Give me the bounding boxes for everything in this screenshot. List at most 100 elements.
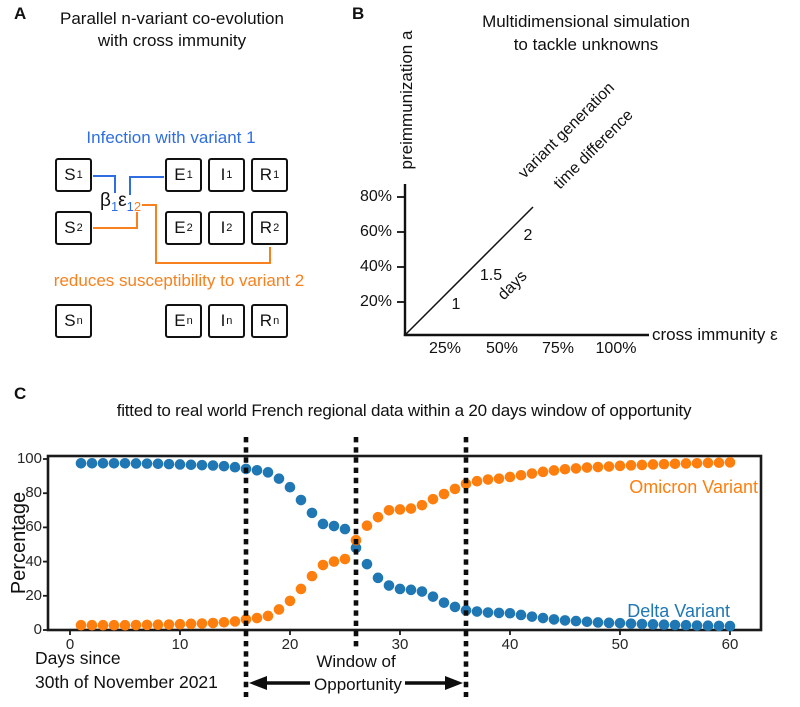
dot-delta-variant bbox=[614, 617, 626, 629]
dot-omicron-variant bbox=[680, 458, 692, 469]
dot-omicron-variant bbox=[559, 463, 571, 475]
dot-omicron-variant bbox=[97, 619, 109, 631]
panel-b-title-line1: Multidimensional simulation bbox=[482, 12, 690, 31]
panel-b-y-tick-80%: 80% bbox=[359, 188, 392, 205]
dot-delta-variant bbox=[548, 614, 560, 625]
dot-omicron-variant bbox=[86, 619, 98, 631]
dot-omicron-variant bbox=[427, 493, 439, 505]
dot-delta-variant bbox=[130, 458, 142, 469]
dot-delta-variant bbox=[724, 620, 736, 632]
dot-delta-variant bbox=[537, 612, 549, 624]
dot-omicron-variant bbox=[614, 460, 626, 472]
dot-omicron-variant bbox=[438, 488, 450, 500]
dot-delta-variant bbox=[372, 572, 384, 584]
dot-omicron-variant bbox=[581, 462, 593, 473]
dot-delta-variant bbox=[86, 457, 98, 469]
dot-delta-variant bbox=[119, 457, 131, 469]
dot-omicron-variant bbox=[647, 459, 659, 470]
x-tick-label-0: 0 bbox=[65, 636, 75, 653]
dot-omicron-variant bbox=[218, 617, 230, 628]
y-tick-label-100: 100 bbox=[16, 450, 42, 467]
dot-delta-variant bbox=[339, 523, 351, 535]
dot-omicron-variant bbox=[625, 460, 637, 471]
y-tick-label-60: 60 bbox=[25, 518, 42, 536]
dot-omicron-variant bbox=[108, 619, 120, 631]
connector-s2-to-rate bbox=[93, 212, 138, 229]
dot-omicron-variant bbox=[515, 469, 527, 481]
dot-omicron-variant bbox=[152, 619, 164, 630]
x-tick-label-50: 50 bbox=[611, 636, 629, 653]
x-axis-caption-line1: Days since bbox=[35, 648, 121, 668]
dot-omicron-variant bbox=[306, 570, 318, 582]
panel-b-label: B bbox=[352, 4, 365, 23]
dot-omicron-variant bbox=[526, 468, 538, 479]
plot-frame bbox=[46, 454, 763, 632]
dot-delta-variant bbox=[97, 457, 109, 469]
dot-delta-variant bbox=[306, 507, 318, 519]
dot-delta-variant bbox=[361, 558, 373, 570]
dot-delta-variant bbox=[625, 618, 637, 629]
panel-b-x-tick-50%: 50% bbox=[485, 340, 519, 357]
dot-delta-variant bbox=[75, 457, 87, 469]
panel-b-y-tick-20%: 20% bbox=[359, 293, 392, 310]
dot-omicron-variant bbox=[174, 618, 186, 630]
dot-omicron-variant bbox=[262, 610, 274, 622]
dot-delta-variant bbox=[482, 607, 494, 618]
dot-delta-variant bbox=[141, 458, 153, 469]
legend-delta-variant: Delta Variant bbox=[627, 601, 730, 621]
dot-omicron-variant bbox=[185, 618, 197, 630]
window-arrow-right-head bbox=[445, 676, 463, 690]
reduces-susceptibility-caption: reduces susceptibility to variant 2 bbox=[53, 271, 305, 290]
dot-omicron-variant bbox=[207, 617, 219, 629]
dot-omicron-variant bbox=[163, 619, 175, 630]
dot-delta-variant bbox=[570, 615, 582, 627]
x-tick-label-20: 20 bbox=[281, 636, 299, 653]
dot-delta-variant bbox=[383, 580, 395, 591]
rate-label-segment: β bbox=[100, 190, 111, 211]
dot-omicron-variant bbox=[702, 457, 714, 469]
dot-delta-variant bbox=[185, 459, 197, 471]
dot-omicron-variant bbox=[658, 458, 670, 470]
dot-delta-variant bbox=[416, 586, 428, 597]
dot-delta-variant bbox=[713, 620, 725, 632]
dot-delta-variant bbox=[163, 458, 175, 470]
dot-delta-variant bbox=[251, 464, 263, 476]
panel-c-y-axis-label: Percentage bbox=[8, 491, 30, 595]
dot-omicron-variant bbox=[724, 457, 736, 468]
rate-label-segment: 1 bbox=[110, 198, 119, 214]
dot-delta-variant bbox=[581, 616, 593, 628]
dot-omicron-variant bbox=[504, 471, 516, 483]
dot-delta-variant bbox=[449, 601, 461, 613]
dot-delta-variant bbox=[317, 518, 329, 530]
dot-delta-variant bbox=[691, 620, 703, 631]
diag-value-1.5: 1.5 bbox=[479, 267, 503, 284]
infection-variant1-caption: Infection with variant 1 bbox=[86, 128, 256, 147]
connector-s1-to-rate bbox=[93, 175, 116, 193]
dot-omicron-variant bbox=[713, 457, 725, 469]
rate-label-segment: 2 bbox=[133, 198, 142, 214]
dot-omicron-variant bbox=[383, 505, 395, 516]
panel-a-label: A bbox=[14, 4, 27, 23]
dot-delta-variant bbox=[152, 458, 164, 470]
dot-delta-variant bbox=[108, 457, 120, 469]
x-axis-caption-line2: 30th of November 2021 bbox=[35, 672, 218, 692]
connector-rate-to-r2 bbox=[142, 204, 271, 264]
dot-delta-variant bbox=[592, 617, 604, 628]
dot-delta-variant bbox=[603, 617, 615, 629]
dot-omicron-variant bbox=[691, 457, 703, 469]
dot-delta-variant bbox=[658, 619, 670, 630]
x-tick-label-10: 10 bbox=[171, 636, 189, 653]
x-tick-label-30: 30 bbox=[391, 636, 409, 653]
dot-omicron-variant bbox=[471, 475, 483, 487]
dot-omicron-variant bbox=[130, 619, 142, 631]
dot-omicron-variant bbox=[284, 595, 296, 607]
dot-delta-variant bbox=[526, 611, 538, 622]
